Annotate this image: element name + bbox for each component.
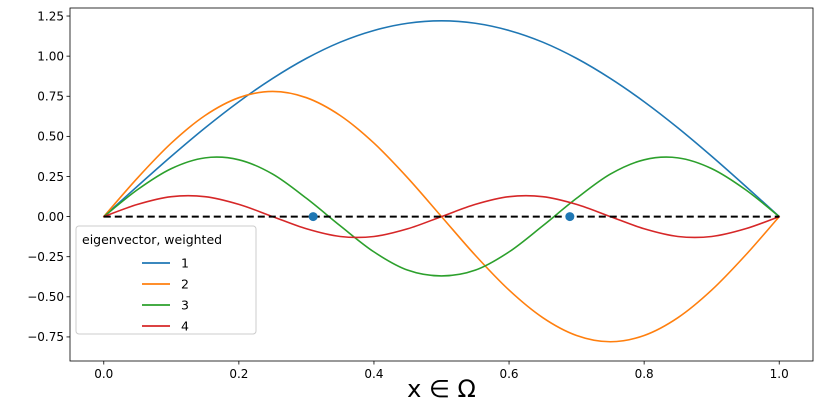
axes-frame <box>69 7 814 362</box>
x-tick-label: 0.2 <box>229 367 248 381</box>
legend-box <box>75 225 257 335</box>
x-axis-ticks: 0.0 0.2 0.4 0.6 0.8 1.0 <box>94 361 789 381</box>
points-layer <box>308 212 575 222</box>
legend-title: eigenvector, weighted <box>82 232 222 247</box>
x-axis-label: x ∈ Ω <box>407 375 476 403</box>
legend: eigenvector, weighted 1 2 3 4 <box>75 225 257 335</box>
y-tick-label: −0.25 <box>27 250 64 264</box>
y-tick-label: 0.50 <box>37 130 64 144</box>
y-axis-ticks: −0.75 −0.50 −0.25 0.00 0.25 0.50 0.75 1.00 1.25 <box>27 9 70 344</box>
series-line-4 <box>102 194 781 239</box>
series-layer <box>102 20 781 343</box>
marker-point <box>565 212 575 222</box>
series-line-3 <box>102 156 781 277</box>
x-tick-label: 0.8 <box>635 367 654 381</box>
y-tick-label: 1.25 <box>37 9 64 23</box>
y-tick-label: −0.50 <box>27 290 64 304</box>
y-tick-label: 0.75 <box>37 90 64 104</box>
y-tick-label: 1.00 <box>37 49 64 63</box>
y-tick-label: 0.00 <box>37 210 64 224</box>
x-tick-label: 0.0 <box>94 367 113 381</box>
series-line-1 <box>102 20 781 218</box>
legend-label-2: 2 <box>181 277 189 292</box>
x-tick-label: 0.6 <box>499 367 518 381</box>
marker-point <box>308 212 318 222</box>
legend-label-4: 4 <box>181 319 189 334</box>
legend-label-3: 3 <box>181 298 189 313</box>
y-tick-label: 0.25 <box>37 170 64 184</box>
legend-label-1: 1 <box>181 256 189 271</box>
x-tick-label: 1.0 <box>770 367 789 381</box>
x-tick-label: 0.4 <box>364 367 383 381</box>
y-tick-label: −0.75 <box>27 330 64 344</box>
